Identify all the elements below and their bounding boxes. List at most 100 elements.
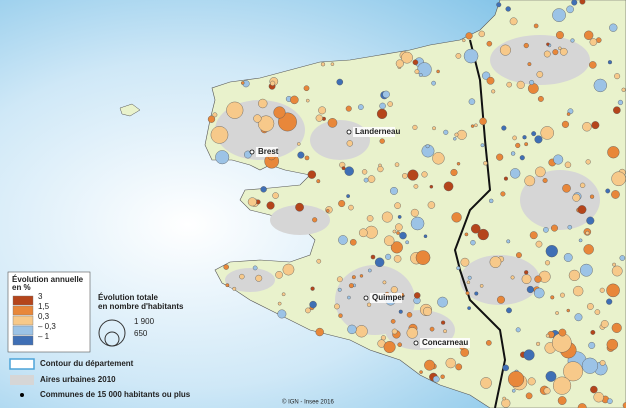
commune-circle [401, 173, 408, 179]
commune-circle [527, 377, 536, 386]
commune-circle [327, 118, 338, 128]
legend-item: Contour du département [40, 359, 134, 368]
commune-circle [579, 0, 586, 5]
commune-circle [542, 177, 548, 183]
commune-circle [432, 126, 436, 131]
commune-circle [516, 80, 525, 89]
commune-circle [499, 44, 511, 56]
commune-circle [316, 179, 321, 184]
commune-circle [523, 42, 529, 49]
city-dot [346, 129, 352, 135]
commune-circle [379, 138, 385, 144]
commune-circle [297, 151, 305, 159]
commune-circle [466, 280, 471, 285]
commune-circle [511, 389, 516, 393]
commune-circle [531, 131, 537, 137]
commune-circle [543, 387, 551, 395]
commune-circle [338, 235, 348, 245]
commune-circle [589, 194, 595, 199]
commune-circle [397, 215, 402, 219]
commune-circle [519, 155, 525, 161]
commune-circle [577, 205, 587, 215]
commune-circle [594, 309, 601, 315]
commune-circle [359, 274, 364, 278]
commune-circle [578, 238, 583, 243]
commune-circle [558, 328, 567, 337]
commune-circle [527, 62, 532, 67]
commune-circle [210, 126, 229, 144]
commune-circle [407, 169, 419, 181]
legend-class-label: 0,3 [38, 312, 50, 321]
commune-circle [579, 263, 593, 277]
commune-circle [260, 186, 267, 193]
commune-circle [470, 223, 481, 234]
city-dot [413, 340, 419, 346]
border-swatch [9, 358, 35, 370]
commune-circle [560, 292, 565, 298]
size-title: Évolution totale [98, 293, 159, 302]
commune-circle [485, 340, 492, 346]
commune-circle [585, 230, 590, 235]
commune-circle [611, 171, 626, 187]
commune-circle [266, 201, 275, 210]
commune-circle [377, 165, 384, 173]
commune-circle [593, 78, 607, 93]
commune-circle [366, 215, 374, 222]
commune-circle [562, 184, 571, 193]
commune-circle [424, 359, 435, 371]
commune-circle [370, 254, 376, 260]
commune-circle [501, 125, 507, 131]
commune-circle [533, 23, 539, 29]
commune-circle [561, 120, 570, 128]
commune-circle [223, 264, 229, 270]
commune-circle [412, 59, 419, 66]
commune-circle [566, 5, 574, 14]
commune-circle [414, 69, 420, 75]
commune-circle [555, 31, 564, 40]
commune-circle [366, 302, 372, 307]
commune-circle [226, 101, 244, 119]
commune-circle [609, 23, 618, 32]
commune-circle [545, 333, 550, 338]
commune-circle [593, 391, 604, 403]
commune-circle [387, 101, 393, 107]
commune-circle [391, 328, 398, 335]
commune-circle [421, 171, 428, 178]
commune-circle [524, 142, 529, 147]
commune-circle [479, 284, 484, 288]
place-label-box [420, 338, 470, 348]
commune-circle [348, 204, 354, 211]
commune-circle [559, 47, 568, 56]
legend-item: Aires urbaines 2010 [40, 375, 116, 384]
commune-circle [527, 83, 539, 94]
commune-circle [497, 295, 505, 304]
commune-circle [590, 330, 596, 335]
commune-circle [290, 95, 299, 105]
commune-circle [522, 135, 527, 140]
place-label: Brest [258, 147, 279, 156]
commune-circle [405, 240, 410, 245]
commune-circle [397, 342, 403, 347]
size-label: 650 [134, 329, 148, 338]
commune-circle [346, 194, 351, 198]
commune-circle [470, 239, 476, 246]
commune-circle [614, 73, 621, 80]
commune-circle [443, 181, 454, 192]
commune-circle [382, 90, 390, 99]
commune-circle [571, 0, 578, 6]
commune-circle [502, 364, 509, 372]
commune-circle [582, 122, 592, 132]
commune-circle [529, 231, 538, 240]
commune-circle [550, 295, 555, 300]
commune-circle [239, 273, 245, 280]
place-label: Landerneau [355, 127, 400, 136]
commune-circle [390, 241, 403, 254]
commune-circle [215, 150, 230, 165]
commune-circle [358, 228, 368, 238]
commune-circle [463, 48, 479, 64]
commune-circle [543, 50, 551, 58]
commune-circle [617, 99, 624, 106]
commune-circle [309, 300, 317, 309]
commune-circle [330, 62, 335, 66]
